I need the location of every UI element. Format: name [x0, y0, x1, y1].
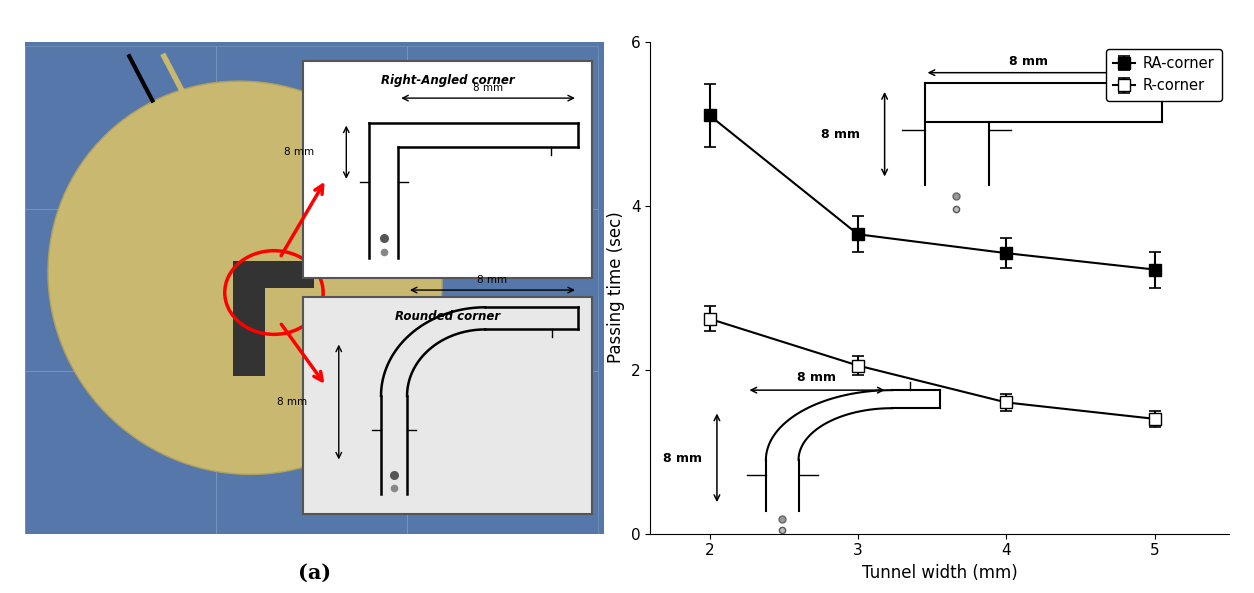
Text: 8 mm: 8 mm — [1009, 55, 1048, 68]
Text: 8 mm: 8 mm — [473, 83, 503, 93]
Bar — [216, 371, 408, 534]
Bar — [408, 209, 598, 371]
Text: (a): (a) — [298, 563, 331, 584]
Bar — [233, 260, 315, 288]
Bar — [233, 268, 266, 376]
Text: 8 mm: 8 mm — [277, 397, 307, 407]
FancyBboxPatch shape — [303, 298, 592, 514]
Y-axis label: Passing time (sec): Passing time (sec) — [607, 212, 626, 364]
Text: 8 mm: 8 mm — [477, 275, 507, 285]
Text: 8 mm: 8 mm — [285, 147, 315, 157]
Bar — [216, 209, 408, 371]
Text: Right-Angled corner: Right-Angled corner — [381, 74, 514, 87]
Text: 8 mm: 8 mm — [820, 127, 859, 141]
Text: Rounded corner: Rounded corner — [395, 310, 500, 323]
Bar — [408, 371, 598, 534]
Bar — [25, 209, 216, 371]
Text: 8 mm: 8 mm — [663, 452, 702, 465]
Ellipse shape — [48, 81, 443, 474]
FancyBboxPatch shape — [303, 61, 592, 278]
Text: 8 mm: 8 mm — [796, 371, 836, 384]
X-axis label: Tunnel width (mm): Tunnel width (mm) — [861, 564, 1017, 582]
Bar — [25, 371, 216, 534]
Bar — [25, 46, 216, 209]
Legend: RA-corner, R-corner: RA-corner, R-corner — [1106, 49, 1221, 101]
Bar — [408, 46, 598, 209]
Bar — [216, 46, 408, 209]
